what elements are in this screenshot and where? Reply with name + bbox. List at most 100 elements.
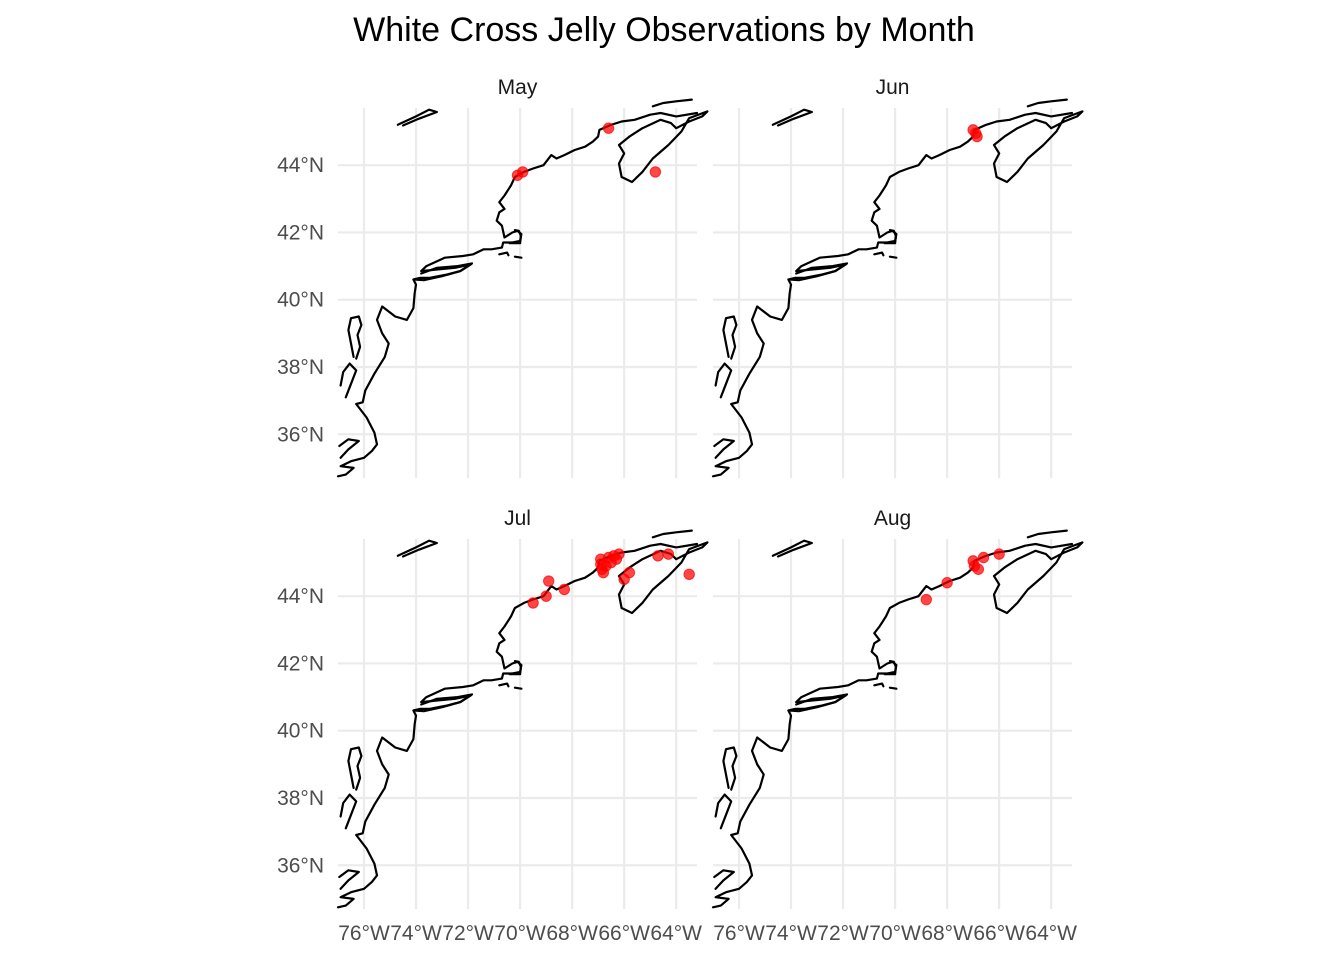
coastline-path: [714, 793, 733, 830]
coastline-path: [883, 229, 898, 245]
facet-label: Jul: [504, 507, 531, 530]
coastline-path: [339, 793, 358, 830]
coastline-path: [413, 693, 474, 713]
panel-jun: Jun: [711, 76, 1084, 478]
coastline: [711, 529, 1084, 909]
x-tick-label: 70°W: [869, 922, 921, 945]
observation-point: [527, 597, 539, 609]
observation-points: [920, 548, 1005, 606]
observation-point: [649, 166, 662, 178]
y-tick-label: 40°N: [277, 720, 324, 743]
coastline-path: [1026, 529, 1068, 539]
coastline-path: [992, 110, 1084, 184]
observation-points: [527, 548, 695, 609]
coastline: [711, 98, 1084, 478]
coastline-path: [396, 539, 438, 558]
coastline-path: [508, 229, 523, 245]
coastline-path: [651, 98, 693, 108]
coastline-path: [888, 255, 898, 259]
observation-point: [683, 568, 695, 581]
coastline-path: [347, 746, 363, 791]
y-tick-label: 40°N: [277, 289, 324, 312]
x-tick-label: 72°W: [442, 922, 494, 945]
coastline-path: [498, 251, 510, 257]
gridlines: [713, 539, 1072, 909]
coastline-path: [711, 111, 1074, 478]
x-tick-label: 74°W: [390, 922, 442, 945]
facet-panels: May 36°N 38°N 40°N 42°N 44°N Jun Jul 36°N 38°N 40°…: [277, 76, 1084, 945]
y-tick-label: 38°N: [277, 787, 324, 810]
facet-label: Jun: [876, 76, 910, 99]
observation-point: [602, 122, 615, 134]
facet-label: Aug: [874, 507, 911, 530]
coastline-path: [788, 693, 849, 713]
observation-point: [543, 575, 555, 587]
y-tick-label: 44°N: [277, 154, 324, 177]
coastline-path: [413, 262, 474, 282]
coastline-path: [771, 108, 814, 127]
observation-points: [511, 122, 662, 181]
coastline-path: [338, 869, 360, 890]
figure-title: White Cross Jelly Observations by Month: [353, 11, 975, 49]
y-tick-label: 42°N: [277, 221, 324, 244]
coastline-path: [651, 529, 693, 539]
x-tick-label: 68°W: [921, 922, 973, 945]
y-tick-label: 38°N: [277, 356, 324, 379]
coastline-path: [339, 362, 358, 399]
coastline-path: [888, 686, 898, 690]
coastline-path: [1026, 98, 1068, 108]
x-tick-label: 66°W: [973, 922, 1025, 945]
observation-point: [920, 593, 933, 606]
coastline-path: [788, 262, 849, 282]
coastline-path: [722, 315, 738, 360]
x-tick-label: 68°W: [546, 922, 598, 945]
coastline-path: [873, 251, 885, 257]
coastline-path: [513, 686, 523, 690]
observation-point: [972, 563, 985, 575]
y-tick-label: 36°N: [277, 854, 324, 877]
panel-may: May 36°N 38°N 40°N 42°N 44°N: [277, 76, 709, 478]
coastline: [336, 98, 709, 478]
coastline-path: [771, 539, 814, 558]
observation-point: [511, 169, 524, 181]
observation-point: [623, 566, 636, 579]
coastline-path: [873, 682, 885, 688]
observation-point: [662, 548, 675, 560]
observation-point: [652, 550, 664, 562]
observation-point: [993, 548, 1005, 560]
coastline-path: [722, 746, 738, 791]
observation-point: [540, 590, 552, 602]
gridlines: [338, 539, 697, 909]
coastline-path: [336, 111, 699, 478]
coastline-path: [883, 659, 898, 676]
x-tick-label: 64°W: [650, 922, 702, 945]
y-tick-label: 44°N: [277, 585, 324, 608]
facet-label: May: [498, 76, 538, 99]
observation-point: [971, 130, 983, 143]
observation-point: [613, 548, 625, 560]
coastline-path: [711, 542, 1074, 909]
coastline-path: [396, 108, 438, 127]
coastline-path: [513, 255, 523, 259]
observation-point: [558, 583, 571, 596]
coastline-path: [498, 682, 510, 688]
observation-point: [941, 577, 953, 589]
coastline: [336, 529, 709, 909]
x-tick-label: 76°W: [338, 922, 390, 945]
coastline-path: [714, 362, 733, 399]
coastline-path: [508, 659, 523, 676]
observation-points: [967, 124, 983, 143]
x-tick-label: 76°W: [713, 922, 765, 945]
observation-point: [977, 551, 990, 564]
gridlines: [713, 108, 1072, 478]
coastline-path: [713, 438, 735, 459]
panel-aug: Aug 76°W 74°W 72°W 70°W 68°W 66°W 64°W: [711, 507, 1084, 945]
x-tick-label: 72°W: [817, 922, 869, 945]
y-tick-label: 36°N: [277, 423, 324, 446]
gridlines: [338, 108, 697, 478]
x-tick-label: 70°W: [494, 922, 546, 945]
y-tick-label: 42°N: [277, 652, 324, 675]
x-tick-label: 74°W: [765, 922, 817, 945]
